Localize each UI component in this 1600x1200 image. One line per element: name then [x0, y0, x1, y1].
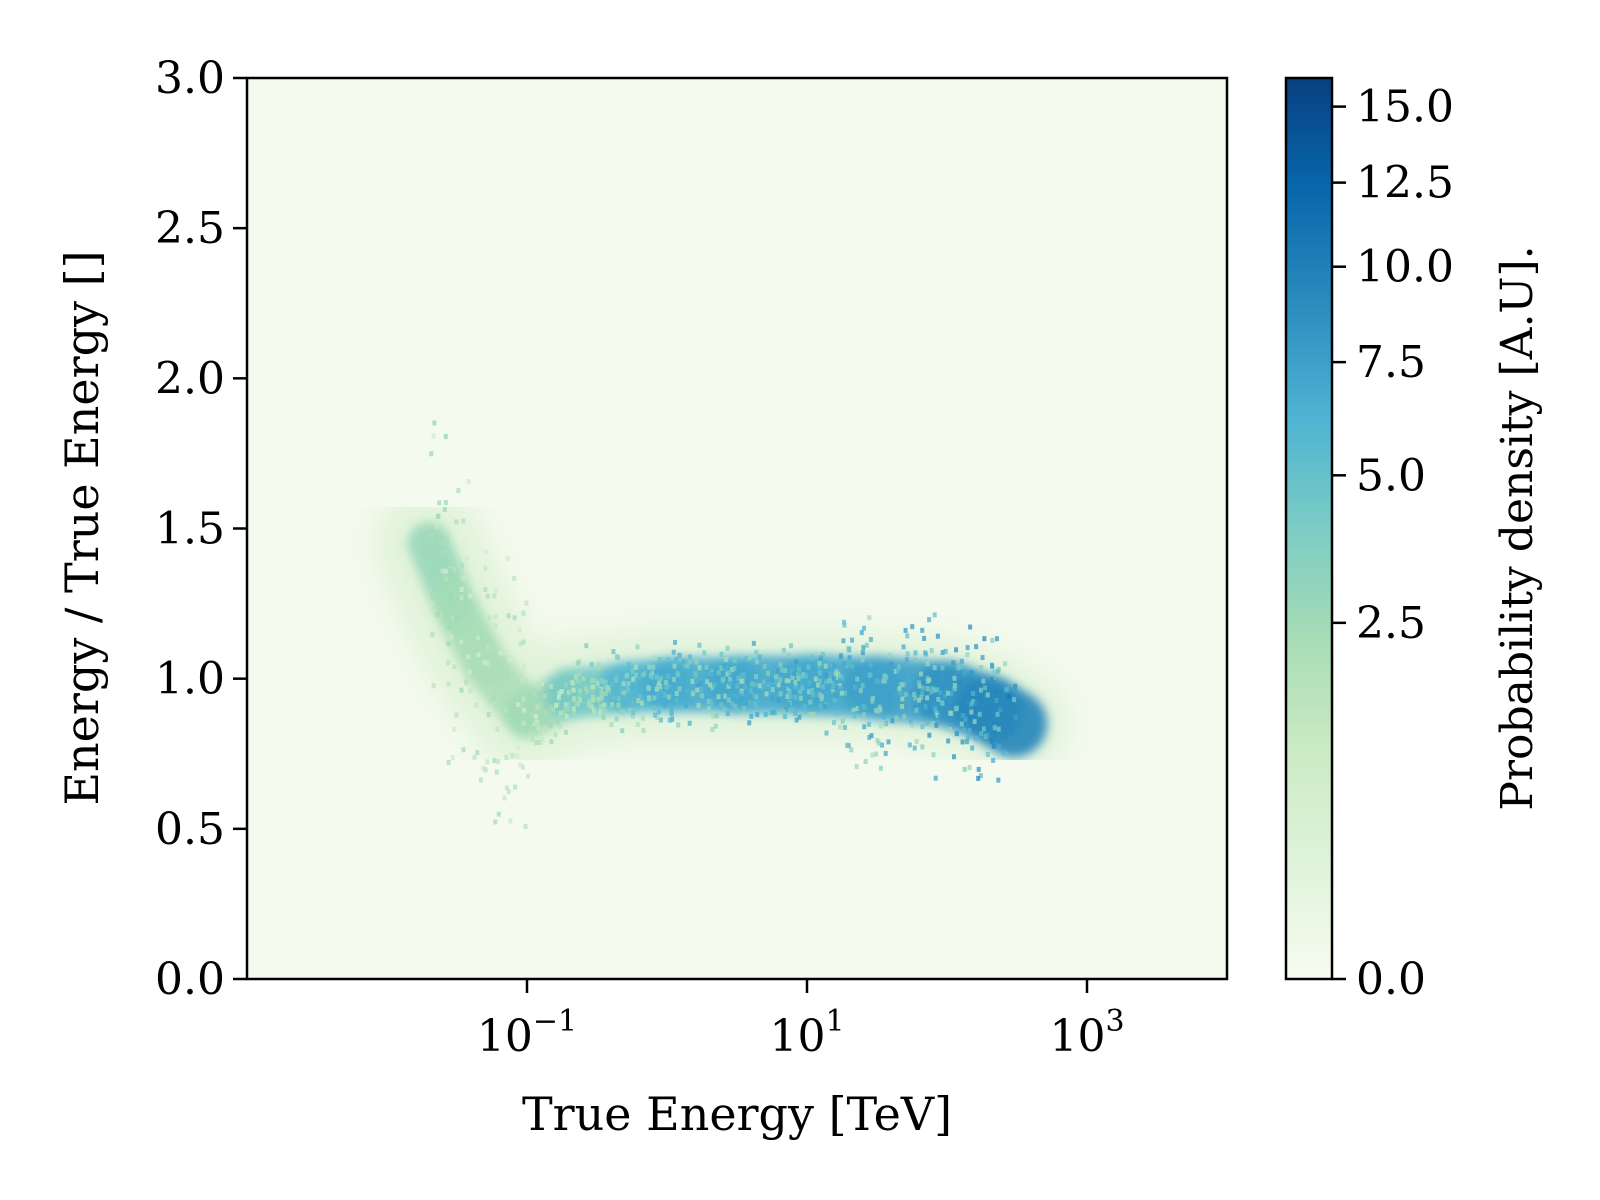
- svg-text:0.0: 0.0: [1356, 954, 1426, 1005]
- svg-text:1.5: 1.5: [155, 504, 225, 555]
- svg-text:15.0: 15.0: [1356, 82, 1454, 133]
- svg-text:1.0: 1.0: [155, 654, 225, 705]
- svg-text:5.0: 5.0: [1356, 450, 1426, 501]
- svg-text:101: 101: [769, 1004, 844, 1062]
- svg-text:12.5: 12.5: [1356, 158, 1454, 209]
- svg-text:3.0: 3.0: [155, 53, 225, 104]
- density-layer: [374, 420, 1069, 829]
- colorbar: [1284, 76, 1334, 981]
- y-axis-ticks: 0.0 0.5 1.0 1.5 2.0 2.5 3.0: [155, 53, 247, 1005]
- svg-text:0.0: 0.0: [155, 954, 225, 1005]
- svg-text:2.0: 2.0: [155, 353, 225, 404]
- y-axis-label: Energy / True Energy []: [55, 250, 109, 805]
- svg-text:2.5: 2.5: [155, 203, 225, 254]
- svg-text:103: 103: [1049, 1004, 1124, 1062]
- svg-text:2.5: 2.5: [1356, 598, 1426, 649]
- x-axis-ticks: 10−1 101 103: [477, 979, 1125, 1062]
- svg-text:10−1: 10−1: [477, 1004, 577, 1062]
- svg-text:0.5: 0.5: [155, 804, 225, 855]
- svg-text:10.0: 10.0: [1356, 242, 1454, 293]
- x-axis-label: True Energy [TeV]: [522, 1087, 952, 1141]
- colorbar-ticks: 0.0 2.5 5.0 7.5 10.0 12.5 15.0: [1332, 82, 1454, 1005]
- svg-text:7.5: 7.5: [1356, 337, 1426, 388]
- colorbar-label: Probability density [A.U].: [1492, 245, 1543, 810]
